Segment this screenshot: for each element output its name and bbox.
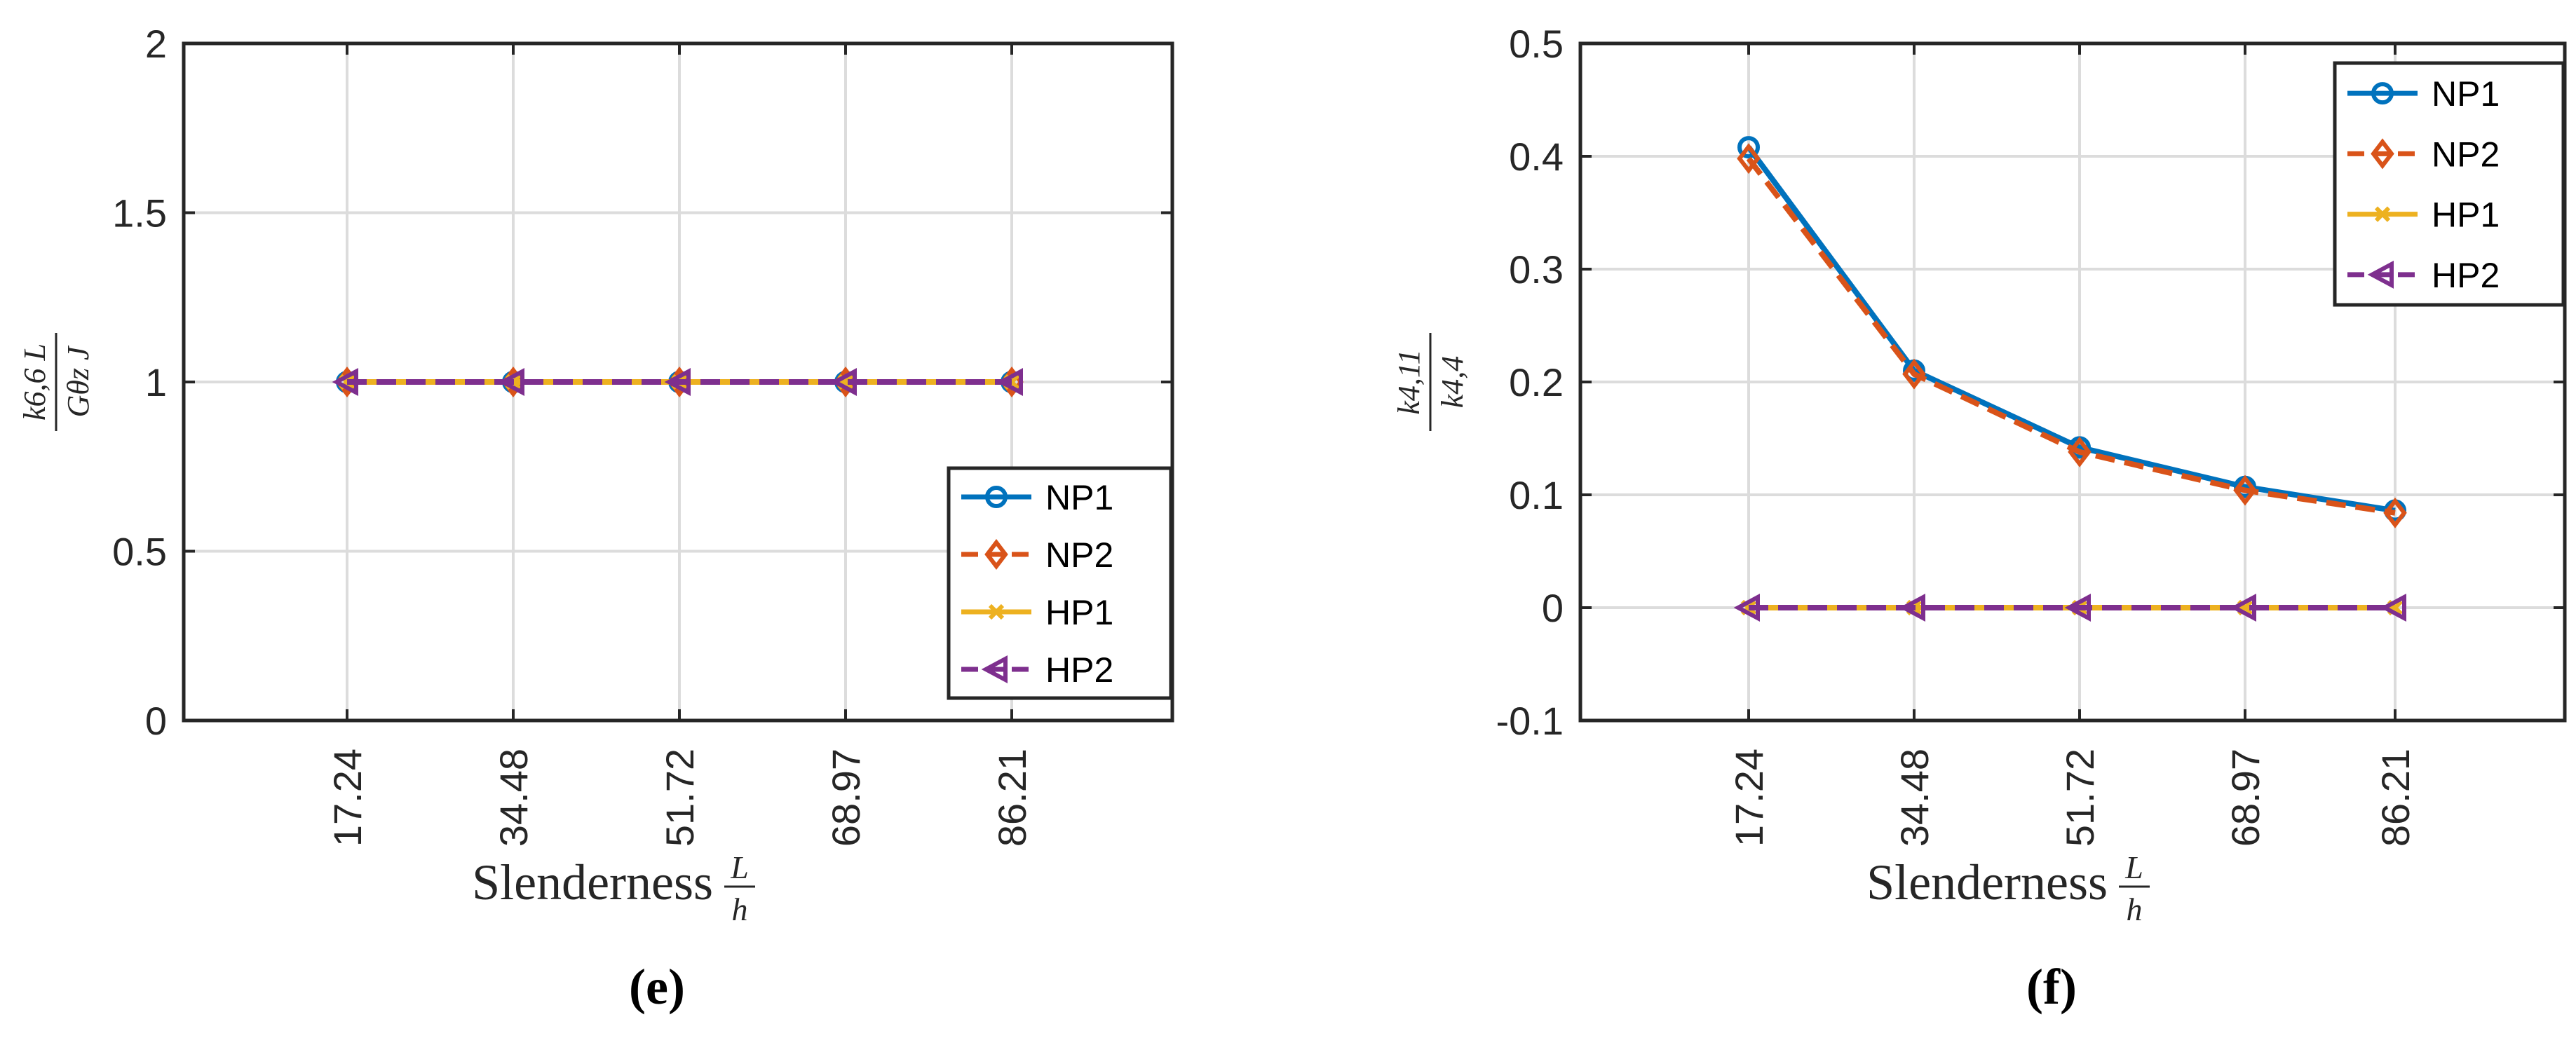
x-axis-label-denominator: h xyxy=(732,892,748,927)
x-axis-label-numerator: L xyxy=(730,849,749,885)
x-tick-label: 34.48 xyxy=(492,749,536,847)
legend-entry: NP1 xyxy=(1045,478,1113,517)
legend-marker xyxy=(981,655,1008,684)
y-axis-label: k4,11 k4,4 xyxy=(1392,333,1470,431)
x-tick-label: 68.97 xyxy=(2223,749,2267,847)
legend-entry: HP2 xyxy=(1045,650,1113,690)
legend-marker xyxy=(988,603,1005,620)
y-axis-label-numerator: k6,6 L xyxy=(18,343,52,421)
x-axis-label-denominator: h xyxy=(2127,892,2143,927)
data-point xyxy=(2380,593,2406,622)
x-tick-label: 86.21 xyxy=(990,749,1034,847)
data-point xyxy=(498,367,524,397)
y-tick-label: 0.4 xyxy=(1509,135,1564,179)
y-tick-label: 0.1 xyxy=(1509,473,1564,517)
y-tick-label: 0.5 xyxy=(1509,22,1564,66)
data-point xyxy=(2233,474,2257,506)
data-point xyxy=(2068,436,2092,467)
legend: NP1 NP2 HP1 HP2 xyxy=(947,466,1173,700)
legend-marker xyxy=(2367,260,2394,289)
y-axis-label-numerator: k4,11 xyxy=(1392,349,1426,414)
x-tick-label: 17.24 xyxy=(1727,749,1771,847)
x-tick-label: 86.21 xyxy=(2373,749,2418,847)
y-tick-label: 1.5 xyxy=(112,191,167,235)
data-point xyxy=(1737,136,1760,159)
data-point xyxy=(2383,497,2407,528)
series-line xyxy=(1746,145,2396,514)
x-axis-label: Slenderness xyxy=(1866,854,2108,910)
y-tick-label: 0 xyxy=(145,699,167,743)
y-axis-label-denominator: k4,4 xyxy=(1435,356,1470,409)
y-tick-label: 1 xyxy=(145,360,167,404)
panel-label: (f) xyxy=(2026,959,2077,1015)
legend-marker xyxy=(2371,82,2394,105)
series-np2 xyxy=(1737,143,2407,528)
legend-marker xyxy=(2374,206,2391,222)
series-np1 xyxy=(1737,136,2406,522)
data-point xyxy=(664,367,691,397)
data-point xyxy=(1733,593,1760,622)
y-axis-label-denominator: Gθz J xyxy=(61,345,95,418)
series-hp2 xyxy=(332,367,1023,397)
legend-entry: NP1 xyxy=(2432,74,2500,114)
y-tick-label: 0 xyxy=(1542,586,1564,630)
legend: NP1 NP2 HP1 HP2 xyxy=(2333,61,2565,307)
legend-marker xyxy=(984,539,1008,570)
legend-entry: HP1 xyxy=(1045,593,1113,632)
data-point xyxy=(996,367,1023,397)
y-tick-label: 2 xyxy=(145,22,167,66)
x-axis-label-numerator: L xyxy=(2124,849,2143,885)
series-hp2 xyxy=(1733,593,2406,622)
chart-panel-e: 0 0.5 1 1.5 2 17.24 34.48 51.72 68.97 86.21 Slende… xyxy=(18,22,1174,1015)
data-point xyxy=(2064,593,2091,622)
x-tick-label: 68.97 xyxy=(824,749,868,847)
x-axis-label: Slenderness xyxy=(472,854,713,910)
x-tick-label: 51.72 xyxy=(2058,749,2102,847)
y-tick-label: -0.1 xyxy=(1496,699,1564,743)
data-point xyxy=(830,367,857,397)
legend-entry: NP2 xyxy=(2432,135,2500,174)
y-axis-label: k6,6 L Gθz J xyxy=(18,333,95,431)
panel-label: (e) xyxy=(629,959,685,1015)
legend-entry: HP2 xyxy=(2432,256,2500,295)
data-point xyxy=(1902,358,1926,390)
legend-marker xyxy=(2371,138,2394,170)
x-tick-label: 34.48 xyxy=(1892,749,1937,847)
y-tick-label: 0.3 xyxy=(1509,247,1564,292)
x-tick-label: 51.72 xyxy=(658,749,702,847)
data-point xyxy=(1737,143,1761,175)
data-point xyxy=(332,367,358,397)
data-point xyxy=(1899,593,1925,622)
legend-entry: HP1 xyxy=(2432,196,2500,235)
y-tick-label: 0.2 xyxy=(1509,360,1564,404)
data-point xyxy=(2230,593,2256,622)
legend-box xyxy=(2333,61,2565,307)
legend-entry: NP2 xyxy=(1045,535,1113,575)
chart-panel-f: -0.1 0 0.1 0.2 0.3 0.4 0.5 17.24 34.48 51.72 68.97… xyxy=(1392,22,2567,1015)
series-line xyxy=(1746,156,2396,516)
x-tick-label: 17.24 xyxy=(325,749,370,847)
legend-box xyxy=(947,466,1173,700)
y-tick-label: 0.5 xyxy=(112,530,167,574)
legend-marker xyxy=(985,486,1008,508)
